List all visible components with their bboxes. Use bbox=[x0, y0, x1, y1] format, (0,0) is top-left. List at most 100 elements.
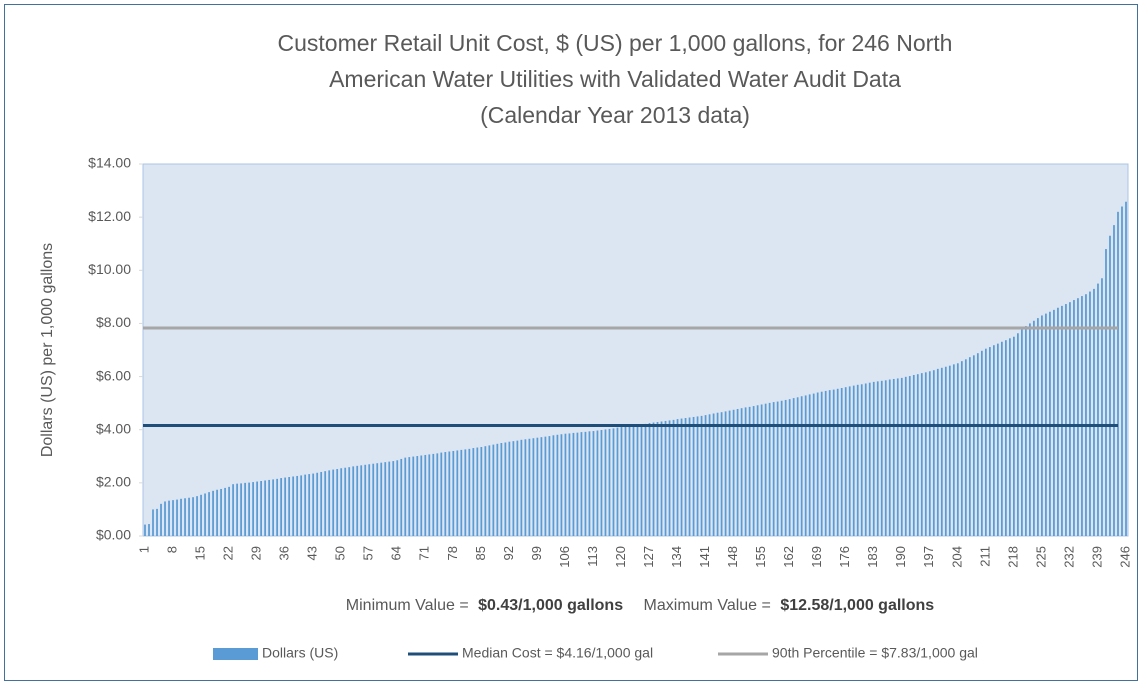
x-tick-label: 50 bbox=[333, 546, 348, 560]
bar bbox=[828, 390, 831, 536]
bar bbox=[748, 406, 751, 536]
bar bbox=[1008, 338, 1011, 536]
bar bbox=[336, 469, 339, 536]
bar bbox=[728, 410, 731, 536]
bar bbox=[144, 524, 146, 536]
x-tick-label: 246 bbox=[1117, 546, 1132, 568]
bar bbox=[940, 367, 943, 536]
bar bbox=[432, 453, 435, 536]
x-tick-label: 190 bbox=[893, 546, 908, 568]
x-tick-label: 127 bbox=[641, 546, 656, 568]
bar bbox=[396, 460, 399, 536]
bar bbox=[368, 464, 371, 536]
bar bbox=[248, 482, 250, 536]
bar bbox=[476, 447, 479, 536]
bar bbox=[988, 347, 991, 536]
bar bbox=[944, 366, 947, 536]
bar bbox=[1105, 249, 1107, 536]
bar bbox=[736, 408, 739, 536]
bar bbox=[436, 453, 439, 536]
y-axis-label: Dollars (US) per 1,000 gallons bbox=[39, 243, 56, 457]
bar bbox=[212, 490, 214, 536]
bar bbox=[560, 434, 563, 536]
bar bbox=[812, 393, 815, 536]
bar bbox=[216, 489, 218, 536]
bar bbox=[404, 457, 407, 536]
x-tick-label: 232 bbox=[1061, 546, 1076, 568]
legend-label: 90th Percentile = $7.83/1,000 gal bbox=[772, 645, 978, 661]
bar bbox=[332, 469, 335, 536]
bar bbox=[408, 457, 411, 536]
y-tick-label: $12.00 bbox=[88, 208, 131, 224]
bar bbox=[984, 348, 987, 536]
bar bbox=[776, 401, 779, 536]
bar bbox=[948, 365, 951, 536]
bar bbox=[500, 443, 503, 536]
bar bbox=[1089, 291, 1091, 536]
y-tick-label: $4.00 bbox=[96, 420, 131, 436]
bar bbox=[636, 424, 639, 536]
x-tick-label: 239 bbox=[1089, 546, 1104, 568]
x-tick-label: 29 bbox=[249, 546, 264, 560]
y-tick-label: $2.00 bbox=[96, 474, 131, 490]
bar bbox=[760, 404, 763, 536]
bar bbox=[588, 431, 591, 536]
bar bbox=[1013, 336, 1015, 536]
x-tick-label: 64 bbox=[389, 546, 404, 560]
bar bbox=[596, 430, 599, 536]
bar bbox=[284, 477, 287, 536]
bar bbox=[664, 420, 667, 536]
bar bbox=[648, 423, 651, 536]
bar bbox=[868, 382, 871, 536]
bar bbox=[380, 462, 383, 536]
bar bbox=[152, 509, 154, 536]
bar bbox=[796, 397, 799, 536]
chart-title: American Water Utilities with Validated … bbox=[329, 66, 901, 92]
bar bbox=[1117, 211, 1119, 537]
bar bbox=[428, 454, 431, 536]
annotation-value: $0.43/1,000 gallons bbox=[478, 597, 623, 614]
legend-swatch bbox=[213, 648, 258, 660]
bar bbox=[912, 374, 915, 536]
bar bbox=[180, 498, 182, 536]
x-tick-label: 71 bbox=[417, 546, 432, 560]
bar bbox=[800, 396, 803, 536]
bar bbox=[964, 359, 967, 536]
bar bbox=[900, 377, 903, 536]
bar bbox=[924, 372, 927, 536]
bar bbox=[1049, 311, 1051, 536]
bar bbox=[844, 387, 847, 536]
bar bbox=[272, 479, 275, 536]
bar bbox=[740, 408, 743, 536]
bar bbox=[512, 441, 515, 536]
bar bbox=[1101, 278, 1103, 536]
bar bbox=[184, 498, 186, 536]
bar bbox=[196, 496, 198, 536]
bar bbox=[204, 493, 206, 536]
bar bbox=[164, 501, 166, 536]
x-tick-label: 155 bbox=[753, 546, 768, 568]
x-tick-label: 176 bbox=[837, 546, 852, 568]
x-tick-label: 204 bbox=[949, 546, 964, 568]
bar bbox=[660, 421, 663, 536]
bar bbox=[640, 424, 643, 536]
bar bbox=[236, 483, 238, 536]
bar bbox=[644, 423, 647, 536]
bar bbox=[524, 439, 527, 536]
annotation-text: Minimum Value = bbox=[346, 597, 469, 614]
bar bbox=[300, 475, 303, 536]
bar bbox=[676, 419, 679, 536]
chart-title: (Calendar Year 2013 data) bbox=[480, 102, 750, 128]
bar bbox=[540, 437, 543, 536]
bar bbox=[304, 474, 307, 536]
bar bbox=[968, 357, 971, 536]
x-tick-label: 148 bbox=[725, 546, 740, 568]
bar bbox=[756, 405, 759, 536]
bar bbox=[972, 355, 975, 536]
annotation-value: $12.58/1,000 gallons bbox=[780, 597, 934, 614]
bar bbox=[480, 446, 483, 536]
bar bbox=[352, 466, 355, 536]
x-tick-label: 15 bbox=[192, 546, 207, 560]
bar bbox=[672, 419, 675, 536]
bar bbox=[188, 497, 190, 536]
